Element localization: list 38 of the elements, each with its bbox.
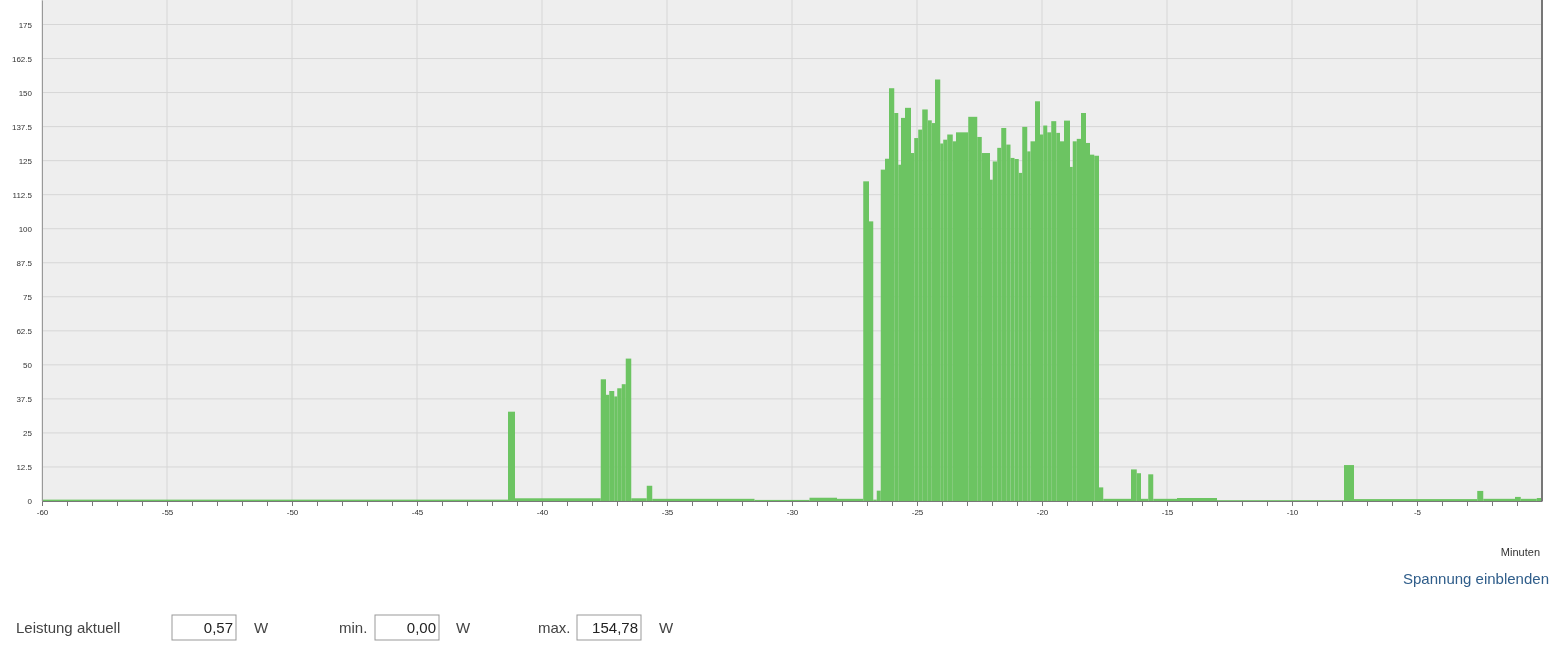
x-tick-label: -35 (661, 507, 674, 517)
y-tick-label: 12.5 (16, 463, 33, 473)
y-tick-label: 25 (23, 428, 33, 438)
y-tick-label: 150 (18, 88, 33, 98)
x-tick-label: -55 (161, 507, 174, 517)
x-axis-title: Minuten (1500, 546, 1540, 558)
y-tick-label: 100 (18, 224, 33, 234)
y-tick-label: 125 (18, 156, 33, 166)
y-tick-label: 137.5 (11, 122, 33, 132)
text: W (659, 619, 674, 636)
x-tick-label: -15 (1161, 507, 1174, 517)
y-tick-label: 175 (18, 20, 33, 30)
input-field: 154,78 (576, 614, 642, 641)
input-field: 0,00 (374, 614, 440, 641)
x-tick-label: -25 (911, 507, 924, 517)
x-tick-label: -10 (1286, 507, 1299, 517)
y-tick-label: 112.5 (12, 190, 33, 200)
y-tick-label: 162.5 (11, 54, 33, 64)
x-tick-label: -5 (1413, 507, 1422, 517)
x-tick-label: -30 (786, 507, 799, 517)
x-tick-label: -50 (286, 507, 299, 517)
y-tick-label: 50 (23, 360, 33, 370)
x-tick-label: -45 (411, 507, 424, 517)
text: Spannung einblenden (1403, 570, 1549, 587)
text: min. (339, 619, 368, 636)
x-tick-label: -60 (36, 507, 49, 517)
x-tick-label: -40 (536, 507, 549, 517)
y-tick-label: 37.5 (16, 394, 33, 404)
y-tick-label: 87.5 (16, 258, 33, 268)
y-tick-label: 75 (23, 292, 33, 302)
text: W (456, 619, 471, 636)
text: max. (538, 619, 571, 636)
x-tick-label: -20 (1036, 507, 1049, 517)
text: Leistung aktuell (16, 619, 121, 636)
y-tick-label: 0 (27, 497, 33, 507)
input-field: 0,57 (171, 614, 237, 641)
y-tick-label: 62.5 (16, 326, 33, 336)
text: W (254, 619, 269, 636)
